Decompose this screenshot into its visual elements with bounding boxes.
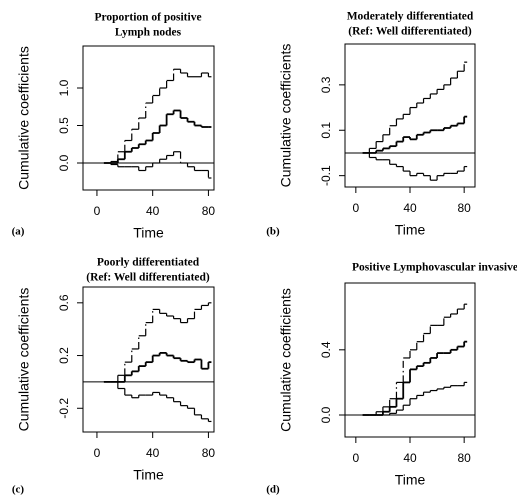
plot-frame [344, 43, 476, 188]
x-tick-label: 0 [352, 201, 359, 215]
plot-frame [82, 45, 215, 191]
y-tick-label: 0.0 [57, 154, 71, 171]
chart-title: Proportion of positive [94, 12, 201, 24]
chart-title: (Ref: Well differentiated) [348, 26, 472, 38]
y-tick-label: 1.0 [57, 79, 71, 96]
plot-frame [82, 286, 215, 433]
y-tick-label: 0.3 [319, 76, 333, 93]
y-axis-label: Cumulative coefficients [278, 44, 294, 188]
x-tick-label: 40 [146, 446, 160, 460]
x-tick-label: 80 [457, 451, 471, 465]
x-axis-label: Time [395, 472, 426, 488]
plot-frame [344, 282, 476, 438]
y-tick-label: -0.1 [319, 165, 333, 186]
chart-title: Poorly differentiated [97, 257, 200, 269]
chart-title: (Ref: Well differentiated) [86, 272, 210, 284]
y-tick-label: 0.0 [319, 406, 333, 423]
panel-label: (d) [266, 484, 280, 496]
panel-label: (b) [266, 226, 280, 238]
panel-label: (c) [12, 484, 25, 496]
y-tick-label: 0.4 [319, 341, 333, 358]
chart-title: Positive Lymphovascular invasive [352, 262, 517, 274]
y-tick-label: 0.6 [57, 294, 71, 311]
x-tick-label: 80 [457, 201, 471, 215]
chart-title: Moderately differentiated [347, 11, 474, 23]
x-tick-label: 80 [202, 204, 216, 218]
x-tick-label: 0 [352, 451, 359, 465]
y-tick-label: 0.5 [57, 117, 71, 134]
x-tick-label: 0 [94, 446, 101, 460]
y-tick-label: 0.1 [319, 122, 333, 139]
y-tick-label: 0.2 [57, 347, 71, 364]
x-axis-label: Time [133, 467, 164, 483]
x-tick-label: 0 [94, 204, 101, 218]
y-axis-label: Cumulative coefficients [16, 288, 32, 432]
panel-label: (a) [12, 226, 25, 238]
y-axis-label: Cumulative coefficients [16, 46, 32, 190]
y-tick-label: -0.2 [57, 398, 71, 419]
x-tick-label: 40 [146, 204, 160, 218]
x-axis-label: Time [133, 225, 164, 241]
x-tick-label: 80 [202, 446, 216, 460]
y-axis-label: Cumulative coefficients [278, 288, 294, 432]
x-tick-label: 40 [403, 451, 417, 465]
x-tick-label: 40 [403, 201, 417, 215]
chart-title: Lymph nodes [115, 27, 182, 39]
x-axis-label: Time [395, 222, 426, 238]
